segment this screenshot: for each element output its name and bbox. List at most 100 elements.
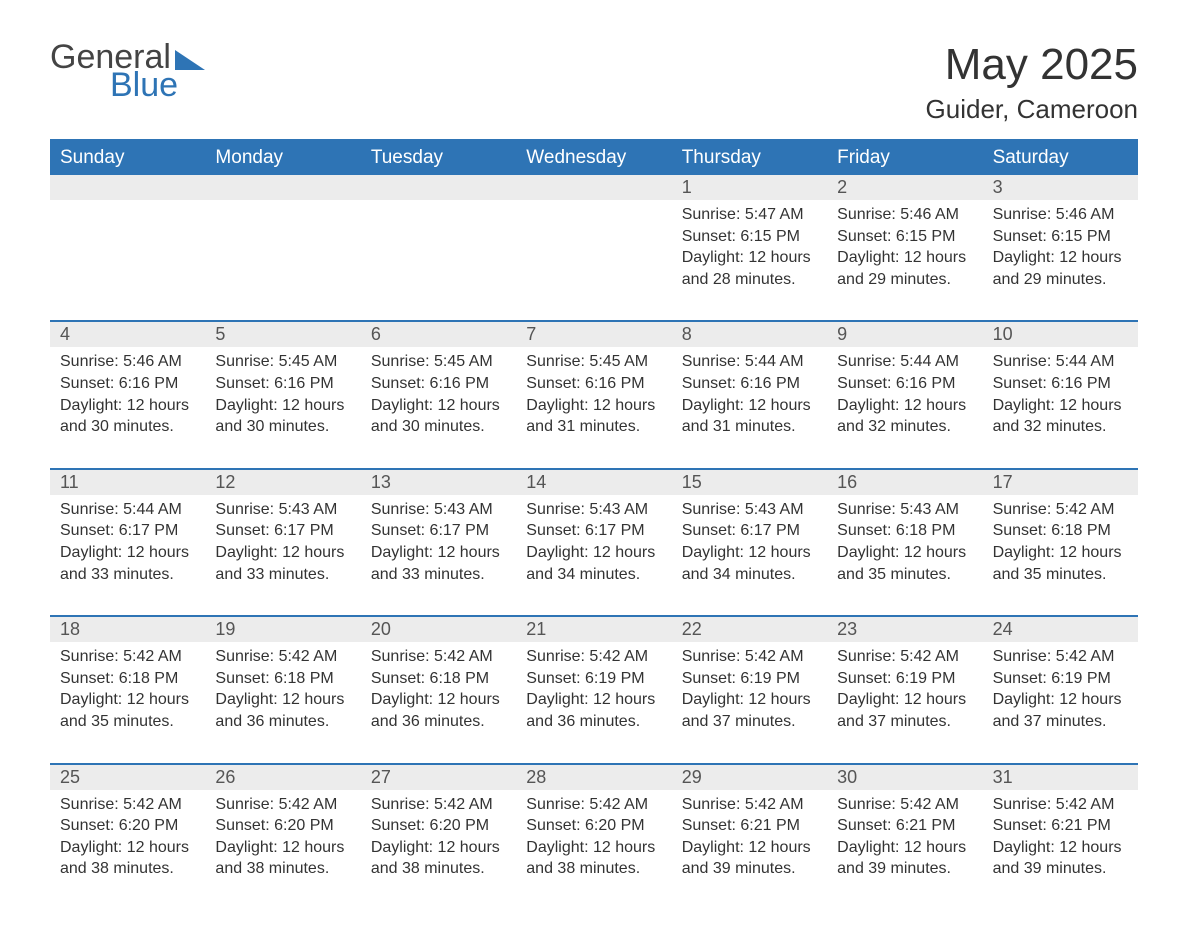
day-cell: [50, 200, 205, 320]
day-number: 18: [50, 617, 205, 642]
day-cell: Sunrise: 5:42 AMSunset: 6:21 PMDaylight:…: [672, 790, 827, 910]
sunrise-text: Sunrise: 5:42 AM: [371, 646, 506, 668]
day-cell: Sunrise: 5:46 AMSunset: 6:15 PMDaylight:…: [827, 200, 982, 320]
day-number-row: 123: [50, 175, 1138, 200]
daylight2-text: and 33 minutes.: [371, 564, 506, 586]
day-cell: Sunrise: 5:42 AMSunset: 6:19 PMDaylight:…: [672, 642, 827, 762]
day-number: 13: [361, 470, 516, 495]
daylight1-text: Daylight: 12 hours: [682, 837, 817, 859]
daylight2-text: and 39 minutes.: [682, 858, 817, 880]
day-cell: Sunrise: 5:42 AMSunset: 6:19 PMDaylight:…: [827, 642, 982, 762]
sunset-text: Sunset: 6:20 PM: [215, 815, 350, 837]
day-number: 8: [672, 322, 827, 347]
sunrise-text: Sunrise: 5:42 AM: [215, 646, 350, 668]
daylight2-text: and 39 minutes.: [837, 858, 972, 880]
sunset-text: Sunset: 6:15 PM: [837, 226, 972, 248]
sunrise-text: Sunrise: 5:42 AM: [60, 646, 195, 668]
day-header: Saturday: [983, 141, 1138, 175]
day-number: [205, 175, 360, 200]
sunrise-text: Sunrise: 5:47 AM: [682, 204, 817, 226]
daylight1-text: Daylight: 12 hours: [993, 837, 1128, 859]
day-cell: [205, 200, 360, 320]
day-cell: Sunrise: 5:42 AMSunset: 6:18 PMDaylight:…: [361, 642, 516, 762]
sunset-text: Sunset: 6:21 PM: [993, 815, 1128, 837]
day-number: 3: [983, 175, 1138, 200]
sunrise-text: Sunrise: 5:43 AM: [215, 499, 350, 521]
day-number: 29: [672, 765, 827, 790]
daylight2-text: and 33 minutes.: [215, 564, 350, 586]
page-header: General Blue May 2025 Guider, Cameroon: [50, 40, 1138, 125]
daylight2-text: and 36 minutes.: [215, 711, 350, 733]
daylight1-text: Daylight: 12 hours: [371, 395, 506, 417]
daylight1-text: Daylight: 12 hours: [526, 542, 661, 564]
daylight1-text: Daylight: 12 hours: [682, 689, 817, 711]
sunset-text: Sunset: 6:19 PM: [682, 668, 817, 690]
day-cell: Sunrise: 5:43 AMSunset: 6:17 PMDaylight:…: [516, 495, 671, 615]
sunrise-text: Sunrise: 5:44 AM: [837, 351, 972, 373]
day-cell: Sunrise: 5:45 AMSunset: 6:16 PMDaylight:…: [516, 347, 671, 467]
day-number-row: 25262728293031: [50, 765, 1138, 790]
day-cell: Sunrise: 5:42 AMSunset: 6:18 PMDaylight:…: [205, 642, 360, 762]
month-title: May 2025: [926, 40, 1138, 90]
calendar-week: 25262728293031Sunrise: 5:42 AMSunset: 6:…: [50, 763, 1138, 910]
sunrise-text: Sunrise: 5:42 AM: [837, 646, 972, 668]
sunset-text: Sunset: 6:16 PM: [993, 373, 1128, 395]
day-number: 4: [50, 322, 205, 347]
location-text: Guider, Cameroon: [926, 94, 1138, 125]
sunrise-text: Sunrise: 5:42 AM: [993, 499, 1128, 521]
sunset-text: Sunset: 6:17 PM: [60, 520, 195, 542]
day-number: 15: [672, 470, 827, 495]
sunrise-text: Sunrise: 5:45 AM: [215, 351, 350, 373]
day-cell: Sunrise: 5:43 AMSunset: 6:17 PMDaylight:…: [205, 495, 360, 615]
daylight1-text: Daylight: 12 hours: [371, 689, 506, 711]
day-number: 25: [50, 765, 205, 790]
sunrise-text: Sunrise: 5:44 AM: [682, 351, 817, 373]
day-number: 9: [827, 322, 982, 347]
sunrise-text: Sunrise: 5:43 AM: [837, 499, 972, 521]
day-number-row: 11121314151617: [50, 470, 1138, 495]
sunrise-text: Sunrise: 5:42 AM: [682, 646, 817, 668]
sunset-text: Sunset: 6:20 PM: [371, 815, 506, 837]
day-cell: Sunrise: 5:42 AMSunset: 6:18 PMDaylight:…: [983, 495, 1138, 615]
sunrise-text: Sunrise: 5:42 AM: [371, 794, 506, 816]
day-cell: Sunrise: 5:42 AMSunset: 6:18 PMDaylight:…: [50, 642, 205, 762]
daylight2-text: and 32 minutes.: [837, 416, 972, 438]
day-number: 10: [983, 322, 1138, 347]
day-number: 16: [827, 470, 982, 495]
daylight2-text: and 39 minutes.: [993, 858, 1128, 880]
daylight1-text: Daylight: 12 hours: [993, 542, 1128, 564]
daylight1-text: Daylight: 12 hours: [837, 689, 972, 711]
day-cell: Sunrise: 5:44 AMSunset: 6:17 PMDaylight:…: [50, 495, 205, 615]
day-header-row: Sunday Monday Tuesday Wednesday Thursday…: [50, 141, 1138, 175]
day-cell: Sunrise: 5:44 AMSunset: 6:16 PMDaylight:…: [672, 347, 827, 467]
daylight1-text: Daylight: 12 hours: [215, 689, 350, 711]
daylight1-text: Daylight: 12 hours: [60, 542, 195, 564]
sunset-text: Sunset: 6:16 PM: [682, 373, 817, 395]
day-header: Friday: [827, 141, 982, 175]
sunset-text: Sunset: 6:17 PM: [215, 520, 350, 542]
sunset-text: Sunset: 6:17 PM: [526, 520, 661, 542]
day-number-row: 18192021222324: [50, 617, 1138, 642]
day-cell: Sunrise: 5:43 AMSunset: 6:17 PMDaylight:…: [672, 495, 827, 615]
daylight1-text: Daylight: 12 hours: [371, 542, 506, 564]
sunset-text: Sunset: 6:16 PM: [215, 373, 350, 395]
daylight2-text: and 37 minutes.: [993, 711, 1128, 733]
daylight2-text: and 31 minutes.: [682, 416, 817, 438]
daylight2-text: and 38 minutes.: [371, 858, 506, 880]
sunset-text: Sunset: 6:18 PM: [993, 520, 1128, 542]
day-cell: Sunrise: 5:43 AMSunset: 6:18 PMDaylight:…: [827, 495, 982, 615]
day-number: 14: [516, 470, 671, 495]
day-cell: Sunrise: 5:42 AMSunset: 6:19 PMDaylight:…: [983, 642, 1138, 762]
day-cell: Sunrise: 5:44 AMSunset: 6:16 PMDaylight:…: [983, 347, 1138, 467]
sunrise-text: Sunrise: 5:42 AM: [526, 646, 661, 668]
daylight2-text: and 37 minutes.: [837, 711, 972, 733]
daylight1-text: Daylight: 12 hours: [215, 542, 350, 564]
day-cell: [516, 200, 671, 320]
daylight2-text: and 34 minutes.: [682, 564, 817, 586]
calendar: Sunday Monday Tuesday Wednesday Thursday…: [50, 139, 1138, 910]
day-header: Tuesday: [361, 141, 516, 175]
daylight2-text: and 35 minutes.: [837, 564, 972, 586]
sunrise-text: Sunrise: 5:42 AM: [215, 794, 350, 816]
logo: General Blue: [50, 40, 205, 102]
sunset-text: Sunset: 6:16 PM: [837, 373, 972, 395]
